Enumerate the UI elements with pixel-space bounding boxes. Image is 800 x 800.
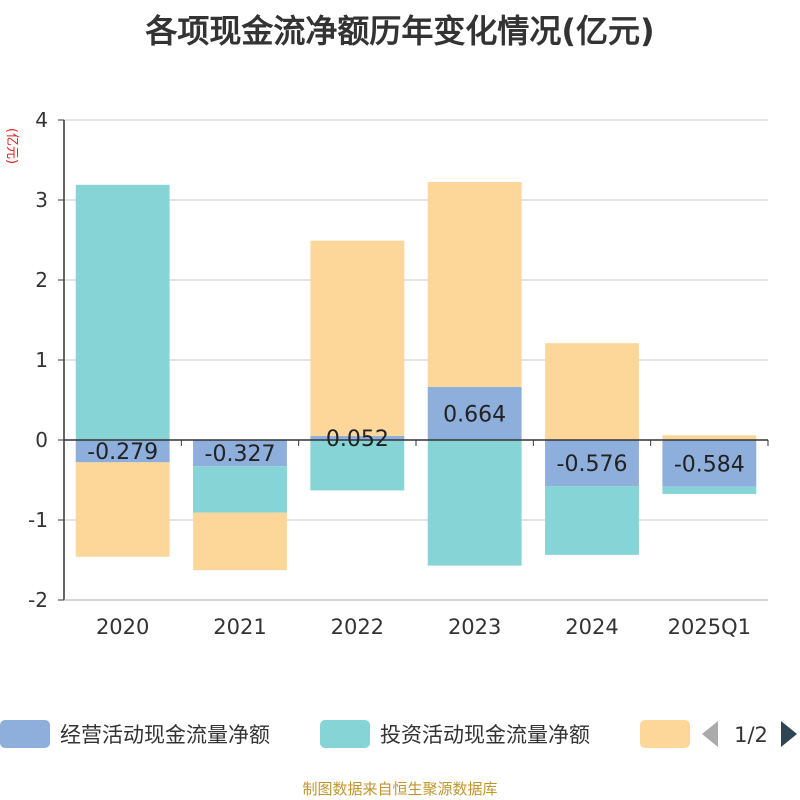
bar-s2-2024: [545, 486, 639, 555]
chart-title: 各项现金流净额历年变化情况(亿元): [145, 12, 655, 50]
legend-prev-icon[interactable]: [702, 721, 718, 747]
bar-s3-2025Q1: [662, 435, 757, 440]
legend-next-icon[interactable]: [781, 721, 797, 747]
bar-s2-2021: [193, 466, 287, 513]
data-label: -0.327: [205, 442, 276, 467]
y-tick-label: 3: [35, 188, 48, 212]
source-note: 制图数据来自恒生聚源数据库: [302, 780, 498, 798]
bars-layer: [75, 182, 757, 571]
y-tick-label: 0: [35, 428, 48, 452]
data-label: -0.584: [674, 452, 745, 477]
bar-s1-2025Q1: [662, 440, 757, 487]
data-label: 0.664: [443, 402, 506, 427]
labels-layer: -0.279 -0.327 0.052 0.664 -0.576 -0.584: [87, 402, 745, 477]
x-tick-label: 2022: [331, 615, 384, 639]
legend: 经营活动现金流量净额 投资活动现金流量净额 1/2: [0, 720, 797, 748]
bar-s2-2025Q1: [662, 486, 757, 494]
legend-swatch-3: [640, 720, 690, 748]
legend-swatch-1: [0, 720, 50, 748]
bar-s1-2020: [75, 440, 170, 463]
x-tick-label: 2021: [213, 615, 266, 639]
x-tick-label: 2024: [565, 615, 618, 639]
y-axis-title: (亿元): [4, 128, 19, 164]
y-tick-label: 1: [35, 348, 48, 372]
data-label: -0.279: [87, 440, 158, 465]
x-tick-label: 2020: [96, 615, 149, 639]
bar-s3-2021: [193, 512, 287, 571]
data-label: 0.052: [326, 427, 389, 452]
legend-label-1: 经营活动现金流量净额: [60, 723, 270, 747]
y-tick-label: -2: [28, 588, 48, 612]
data-label: -0.576: [557, 452, 628, 477]
bar-s2-2022: [310, 440, 405, 491]
bar-s1-2022: [310, 435, 405, 440]
x-tick-label: 2023: [448, 615, 501, 639]
legend-page-indicator: 1/2: [734, 723, 768, 747]
y-tick-label: 4: [35, 108, 48, 132]
legend-swatch-2: [320, 720, 370, 748]
bar-s1-2021: [193, 440, 287, 467]
bar-s2-2023: [427, 440, 522, 566]
bar-s3-2022: [310, 240, 405, 436]
axis-layer: -2 -1 0 1 2 3 4 (亿元) 2020 2021 2022 2023 2024 2025Q1: [4, 108, 769, 639]
y-tick-label: -1: [28, 508, 48, 532]
bar-s1-2024: [545, 440, 639, 487]
bar-s3-2023: [427, 182, 522, 387]
x-tick-label: 2025Q1: [668, 615, 751, 639]
bar-s3-2020: [75, 462, 170, 557]
legend-label-2: 投资活动现金流量净额: [380, 723, 590, 747]
bar-s2-2020: [75, 184, 170, 440]
bar-s3-2024: [545, 343, 639, 440]
y-tick-label: 2: [35, 268, 48, 292]
bar-s1-2023: [427, 386, 522, 440]
